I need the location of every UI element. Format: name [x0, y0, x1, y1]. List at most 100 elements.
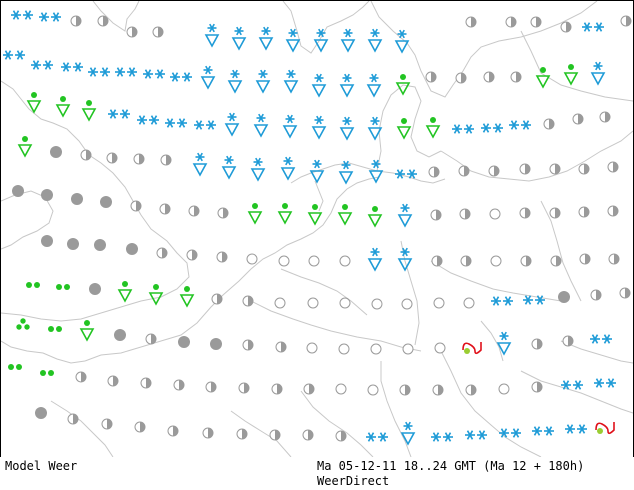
clear-icon	[433, 297, 445, 309]
snow-shower-icon	[221, 155, 237, 180]
snow-shower-icon	[280, 156, 296, 181]
clear-icon	[434, 342, 446, 354]
half-cloud-icon	[510, 71, 522, 83]
snow-shower-icon	[394, 29, 410, 54]
clear-icon	[339, 297, 351, 309]
snow-icon	[590, 334, 612, 344]
snow-shower-icon	[282, 114, 298, 139]
rain-shower-icon	[367, 206, 383, 228]
snow-shower-icon	[397, 247, 413, 272]
snow-icon	[509, 120, 531, 130]
half-cloud-icon	[519, 163, 531, 175]
rain-shower-icon	[148, 284, 164, 306]
map-footer: Model Weer Ma 05-12-11 18..24 GMT (Ma 12…	[0, 457, 634, 490]
half-cloud-icon	[430, 209, 442, 221]
overcast-icon	[100, 196, 112, 208]
overcast-icon	[35, 407, 47, 419]
snow-icon	[582, 22, 604, 32]
half-cloud-icon	[106, 152, 118, 164]
clear-icon	[490, 255, 502, 267]
overcast-icon	[210, 338, 222, 350]
snow-icon	[165, 118, 187, 128]
half-cloud-icon	[160, 154, 172, 166]
half-cloud-icon	[145, 333, 157, 345]
half-cloud-icon	[159, 203, 171, 215]
half-cloud-icon	[216, 251, 228, 263]
clear-icon	[338, 343, 350, 355]
snow-shower-icon	[311, 115, 327, 140]
overcast-icon	[114, 329, 126, 341]
half-cloud-icon	[599, 111, 611, 123]
snow-shower-icon	[231, 26, 247, 51]
rain-shower-icon	[55, 96, 71, 118]
half-cloud-icon	[619, 287, 631, 299]
snow-icon	[532, 426, 554, 436]
overcast-icon	[50, 146, 62, 158]
rain-icon	[26, 282, 40, 288]
snow-shower-icon	[285, 28, 301, 53]
snow-icon	[39, 12, 61, 22]
half-cloud-icon	[186, 249, 198, 261]
half-cloud-icon	[543, 118, 555, 130]
rain-shower-icon	[535, 67, 551, 89]
half-cloud-icon	[608, 253, 620, 265]
snow-shower-icon	[204, 23, 220, 48]
overcast-icon	[94, 239, 106, 251]
snow-shower-icon	[496, 331, 512, 356]
half-cloud-icon	[607, 205, 619, 217]
half-cloud-icon	[572, 113, 584, 125]
half-cloud-icon	[152, 26, 164, 38]
rain-shower-icon	[81, 100, 97, 122]
clear-icon	[370, 343, 382, 355]
snow-shower-icon	[253, 113, 269, 138]
half-cloud-icon	[101, 418, 113, 430]
half-cloud-icon	[520, 255, 532, 267]
snow-icon	[523, 295, 545, 305]
snow-icon	[499, 428, 521, 438]
snow-icon	[594, 378, 616, 388]
snow-shower-icon	[250, 157, 266, 182]
overcast-icon	[67, 238, 79, 250]
rain-shower-icon	[179, 286, 195, 308]
snow-shower-icon	[338, 160, 354, 185]
rain-shower-icon	[117, 281, 133, 303]
half-cloud-icon	[242, 295, 254, 307]
clear-icon	[489, 208, 501, 220]
snow-shower-icon	[367, 247, 383, 272]
overcast-icon	[12, 185, 24, 197]
half-cloud-icon	[156, 247, 168, 259]
half-cloud-icon	[133, 153, 145, 165]
half-cloud-icon	[530, 16, 542, 28]
weather-map	[0, 0, 634, 458]
rain-icon	[48, 326, 62, 332]
overcast-icon	[41, 189, 53, 201]
credit-label: WeerDirect	[317, 474, 390, 488]
half-cloud-icon	[140, 377, 152, 389]
clear-icon	[371, 298, 383, 310]
snow-icon	[481, 123, 503, 133]
half-cloud-icon	[432, 384, 444, 396]
snow-icon	[395, 169, 417, 179]
half-cloud-icon	[217, 207, 229, 219]
half-cloud-icon	[167, 425, 179, 437]
half-cloud-icon	[460, 255, 472, 267]
snow-shower-icon	[340, 28, 356, 53]
half-cloud-icon	[578, 163, 590, 175]
snow-shower-icon	[397, 203, 413, 228]
rain-icon	[56, 284, 70, 290]
rain-icon	[40, 370, 54, 376]
half-cloud-icon	[303, 383, 315, 395]
half-cloud-icon	[590, 289, 602, 301]
half-cloud-icon	[560, 21, 572, 33]
rain-shower-icon	[79, 320, 95, 342]
half-cloud-icon	[236, 428, 248, 440]
half-cloud-icon	[531, 338, 543, 350]
clear-icon	[246, 253, 258, 265]
half-cloud-icon	[579, 253, 591, 265]
rain-shower-icon	[396, 118, 412, 140]
snow-icon	[31, 60, 53, 70]
clear-icon	[335, 383, 347, 395]
clear-icon	[307, 297, 319, 309]
model-label: Model Weer	[5, 459, 78, 473]
snow-icon	[11, 10, 33, 20]
